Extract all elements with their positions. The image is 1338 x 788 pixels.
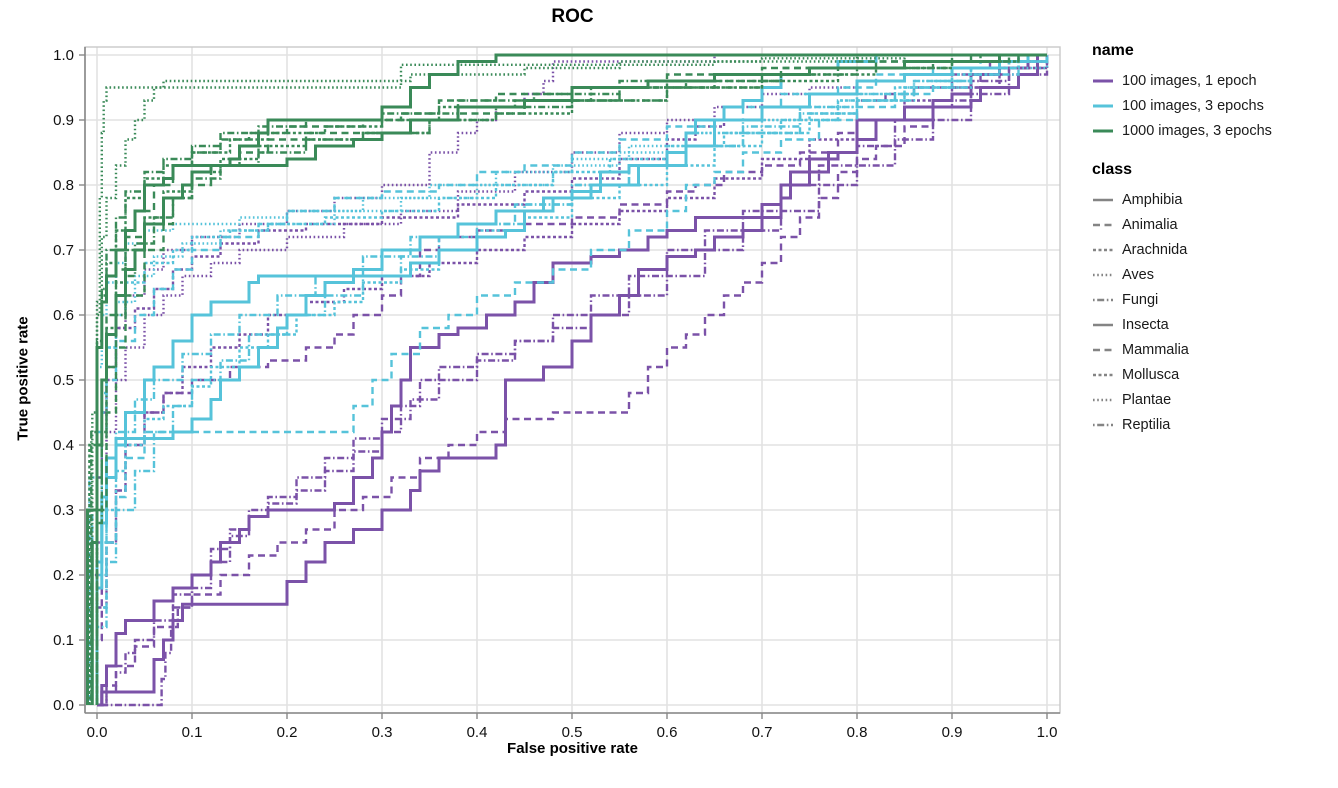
x-tick-label: 0.1 [182, 724, 203, 741]
legend-class-item[interactable]: Animalia [1092, 212, 1272, 237]
roc-curve-arachnida [95, 55, 1049, 705]
legend-class-item[interactable]: Mollusca [1092, 362, 1272, 387]
legend-class-item-label: Reptilia [1122, 416, 1171, 433]
legend-swatch-line [1093, 323, 1113, 326]
x-tick-label: 0.8 [847, 724, 868, 741]
roc-curve-reptilia [97, 55, 1049, 707]
x-tick-label: 0.7 [752, 724, 773, 741]
x-tick-label: 0.3 [372, 724, 393, 741]
legend-class-item-label: Aves [1122, 266, 1154, 283]
legend-class-item[interactable]: Plantae [1092, 387, 1272, 412]
y-tick-label: 0.6 [53, 307, 74, 324]
legend-class-item[interactable]: Arachnida [1092, 237, 1272, 262]
roc-curve-mollusca [95, 53, 1047, 705]
legend-name-items: 100 images, 1 epoch 100 images, 3 epochs 1… [1092, 68, 1272, 143]
roc-curves-layer [86, 53, 1049, 707]
legend-swatch-line [1093, 223, 1113, 226]
roc-curve-fungi [95, 53, 1047, 705]
legend-class-item-label: Fungi [1122, 291, 1159, 308]
y-tick-label: 0.0 [53, 697, 74, 714]
legend-swatch-line [1093, 298, 1113, 301]
x-axis-title: False positive rate [507, 740, 638, 757]
legend-class-item-label: Animalia [1122, 216, 1178, 233]
legend-class-item-label: Mollusca [1122, 366, 1180, 383]
x-tick-label: 1.0 [1037, 724, 1058, 741]
legend-name-header: name [1092, 42, 1134, 59]
legend-class-item[interactable]: Fungi [1092, 287, 1272, 312]
legend-class-item-label: Plantae [1122, 391, 1172, 408]
x-tick-label: 0.9 [942, 724, 963, 741]
legend-name-item[interactable]: 100 images, 1 epoch [1092, 68, 1272, 93]
roc-curve-animalia [95, 53, 1047, 705]
x-tick-label: 0.6 [657, 724, 678, 741]
roc-curve-fungi [97, 55, 1049, 707]
legend-class-item-label: Mammalia [1122, 341, 1189, 358]
legend-swatch-line [1093, 273, 1113, 276]
legend-name-item[interactable]: 100 images, 3 epochs [1092, 93, 1272, 118]
legend-swatch-line [1093, 79, 1113, 82]
y-tick-label: 0.3 [53, 502, 74, 519]
roc-plot: 0.0 0.1 0.2 0.3 0.4 0.5 0.6 0.7 0.8 0.9 1.0 0.0 0.1 0… [53, 46, 1061, 741]
legend: name 100 images, 1 epoch 100 images, 3 ep… [1092, 42, 1272, 437]
y-tick-label: 1.0 [53, 47, 74, 64]
legend-name-section: name 100 images, 1 epoch 100 images, 3 ep… [1092, 42, 1272, 143]
roc-curve-mammalia [95, 55, 1049, 705]
legend-swatch-line [1093, 398, 1113, 401]
y-tick-label: 0.4 [53, 437, 74, 454]
legend-class-item-label: Arachnida [1122, 241, 1188, 258]
roc-curve-reptilia [95, 55, 1049, 705]
y-tick-label: 0.8 [53, 177, 74, 194]
legend-swatch-line [1093, 423, 1113, 426]
y-tick-label: 0.1 [53, 632, 74, 649]
legend-name-item-label: 1000 images, 3 epochs [1122, 122, 1272, 139]
legend-name-item-label: 100 images, 3 epochs [1122, 97, 1264, 114]
legend-class-item[interactable]: Aves [1092, 262, 1272, 287]
legend-name-item-label: 100 images, 1 epoch [1122, 72, 1257, 89]
legend-swatch-line [1093, 198, 1113, 201]
legend-class-section: class Amphibia Animalia Arachnida Aves Fungi… [1092, 161, 1272, 437]
legend-class-header: class [1092, 161, 1133, 178]
y-tick-label: 0.9 [53, 112, 74, 129]
x-tick-label: 0.0 [87, 724, 108, 741]
roc-curve-insecta [95, 53, 1047, 705]
legend-class-item[interactable]: Reptilia [1092, 412, 1272, 437]
legend-swatch-line [1093, 348, 1113, 351]
x-tick-label: 0.5 [562, 724, 583, 741]
roc-curve-plantae [95, 53, 1047, 705]
chart-title: ROC [551, 6, 594, 27]
legend-swatch-line [1093, 248, 1113, 251]
y-tick-label: 0.7 [53, 242, 74, 259]
legend-class-item-label: Amphibia [1122, 191, 1183, 208]
y-axis-title: True positive rate [14, 316, 32, 441]
roc-curve-reptilia [90, 53, 1047, 705]
legend-swatch-line [1093, 104, 1113, 107]
legend-name-item[interactable]: 1000 images, 3 epochs [1092, 118, 1272, 143]
legend-class-item-label: Insecta [1122, 316, 1169, 333]
roc-curve-amphibia [95, 53, 1047, 705]
x-tick-label: 0.2 [277, 724, 298, 741]
roc-curve-mammalia [97, 55, 1049, 707]
y-tick-label: 0.2 [53, 567, 74, 584]
legend-swatch-line [1093, 373, 1113, 376]
legend-class-items: Amphibia Animalia Arachnida Aves Fungi Insect… [1092, 187, 1272, 437]
legend-class-item[interactable]: Insecta [1092, 312, 1272, 337]
x-tick-label: 0.4 [467, 724, 488, 741]
legend-class-item[interactable]: Mammalia [1092, 337, 1272, 362]
legend-swatch-line [1093, 129, 1113, 132]
y-tick-label: 0.5 [53, 372, 74, 389]
roc-curve-plantae [95, 55, 1049, 705]
legend-class-item[interactable]: Amphibia [1092, 187, 1272, 212]
